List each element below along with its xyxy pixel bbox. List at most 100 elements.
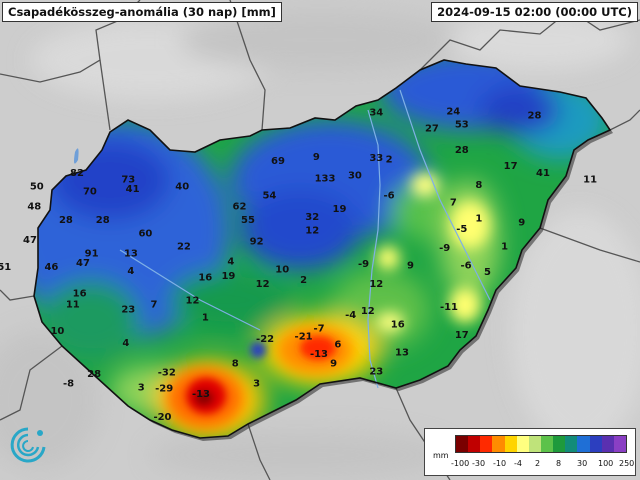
- station-value: 62: [233, 202, 247, 213]
- station-value: 60: [138, 228, 152, 239]
- station-value: 8: [232, 358, 239, 369]
- station-value: 9: [313, 152, 320, 163]
- station-value: 28: [96, 215, 110, 226]
- station-value: 11: [583, 175, 597, 186]
- station-value: 133: [315, 173, 336, 184]
- legend-tick-label: -4: [514, 459, 522, 468]
- station-value: 2: [300, 275, 307, 286]
- station-value: 47: [23, 235, 37, 246]
- station-value: 19: [221, 271, 235, 282]
- station-value: 33: [369, 153, 383, 164]
- station-value: 7: [151, 299, 158, 310]
- station-value: -5: [456, 224, 467, 235]
- station-value: 4: [122, 338, 129, 349]
- hungary-border: [33, 59, 612, 439]
- legend-swatch: [528, 436, 541, 452]
- station-value: -32: [158, 368, 176, 379]
- station-value: 13: [124, 248, 138, 259]
- legend-tick-label: -10: [493, 459, 507, 468]
- station-value: -9: [358, 259, 369, 270]
- station-value: 12: [361, 306, 375, 317]
- station-value: 1: [501, 242, 508, 253]
- station-value: 53: [455, 120, 469, 131]
- station-value: 1: [475, 214, 482, 225]
- station-value: 27: [425, 124, 439, 135]
- station-value: -7: [313, 323, 324, 334]
- station-value: -8: [63, 378, 74, 389]
- station-value: -11: [440, 302, 458, 313]
- logo-icon: [8, 425, 48, 469]
- station-value: 5: [484, 267, 491, 278]
- station-value: 4: [127, 266, 134, 277]
- station-value: 46: [44, 262, 58, 273]
- station-value: -4: [345, 310, 356, 321]
- station-value: 28: [455, 145, 469, 156]
- station-value: 24: [446, 106, 460, 117]
- legend-tick-label: 2: [535, 459, 541, 468]
- legend-swatch: [456, 436, 469, 452]
- station-value: 13: [395, 348, 409, 359]
- station-value: 28: [87, 369, 101, 380]
- map-title: Csapadékösszeg-anomália (30 nap) [mm]: [2, 2, 282, 22]
- station-value: 28: [59, 215, 73, 226]
- station-value: 10: [275, 265, 289, 276]
- station-value: 12: [305, 226, 319, 237]
- station-value: 9: [518, 218, 525, 229]
- station-value: -13: [310, 349, 328, 360]
- station-value: 3: [138, 382, 145, 393]
- legend-tick-label: 100: [598, 459, 614, 468]
- terrain-relief: [0, 10, 640, 480]
- station-value: -29: [155, 384, 173, 395]
- legend-swatch: [553, 436, 566, 452]
- station-value: 10: [50, 326, 64, 337]
- legend-swatch: [540, 436, 554, 452]
- station-value: 1: [202, 313, 209, 324]
- station-value: 54: [262, 191, 276, 202]
- station-value: 70: [83, 187, 97, 198]
- station-value: 16: [73, 289, 87, 300]
- legend-unit: mm: [433, 451, 449, 460]
- station-value: 82: [70, 168, 84, 179]
- station-value: 51: [0, 262, 11, 273]
- station-value: 12: [369, 279, 383, 290]
- lakes: [74, 148, 79, 164]
- station-value: 23: [121, 305, 135, 316]
- station-value: 41: [126, 184, 140, 195]
- station-value: -9: [439, 243, 450, 254]
- station-value: 69: [271, 156, 285, 167]
- station-value: -22: [256, 334, 274, 345]
- station-value: 16: [391, 319, 405, 330]
- station-value: 28: [528, 110, 542, 121]
- legend-swatch: [504, 436, 517, 452]
- legend: mm -100 -30 -10 -4 2 8 30 100 250: [424, 428, 636, 476]
- station-value: 30: [348, 171, 362, 182]
- station-value: 8: [475, 180, 482, 191]
- station-value: -20: [153, 412, 171, 423]
- station-value: -13: [192, 389, 210, 400]
- station-value: 50: [30, 181, 44, 192]
- legend-tick-label: -100: [451, 459, 470, 468]
- legend-swatch: [577, 436, 590, 452]
- station-value: 22: [177, 242, 191, 253]
- legend-tick-label: -30: [472, 459, 486, 468]
- legend-swatch: [589, 436, 602, 452]
- legend-swatch: [516, 436, 529, 452]
- station-value: 40: [175, 181, 189, 192]
- station-value: 23: [369, 366, 383, 377]
- station-value: 48: [27, 202, 41, 213]
- legend-tick-label: 30: [577, 459, 588, 468]
- map-datetime: 2024-09-15 02:00 (00:00 UTC): [431, 2, 638, 22]
- station-value: 47: [76, 258, 90, 269]
- station-value: 12: [256, 279, 270, 290]
- station-value: 6: [334, 340, 341, 351]
- station-value: 34: [369, 108, 383, 119]
- legend-tick-label: 250: [619, 459, 635, 468]
- station-value: 55: [241, 215, 255, 226]
- station-value: -6: [461, 260, 472, 271]
- station-value: 9: [407, 260, 414, 271]
- legend-swatch: [613, 436, 626, 452]
- station-value: 17: [455, 330, 469, 341]
